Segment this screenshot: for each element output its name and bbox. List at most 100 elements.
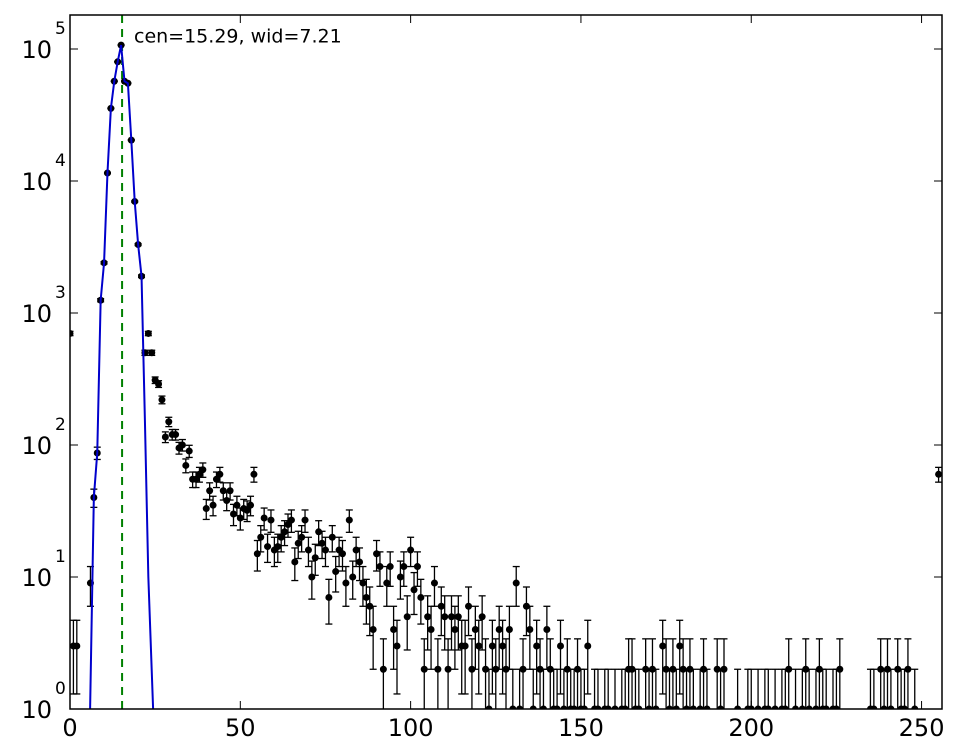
data-point bbox=[676, 642, 684, 650]
data-point bbox=[717, 705, 725, 709]
data-point bbox=[570, 705, 578, 709]
data-point bbox=[526, 626, 534, 634]
data-point bbox=[659, 642, 667, 650]
data-point bbox=[219, 487, 227, 495]
y-tick-label: 10 bbox=[21, 36, 52, 64]
data-point bbox=[342, 579, 350, 587]
y-tick-label: 10 bbox=[21, 696, 52, 724]
data-point bbox=[666, 705, 673, 709]
data-point bbox=[434, 665, 442, 673]
data-point bbox=[332, 568, 340, 576]
data-point bbox=[403, 613, 411, 621]
data-point bbox=[383, 579, 391, 587]
data-point bbox=[560, 705, 568, 709]
data-point bbox=[172, 431, 180, 439]
y-tick-label: 10 bbox=[21, 300, 52, 328]
data-point bbox=[734, 705, 742, 709]
data-point bbox=[369, 626, 377, 634]
data-point bbox=[465, 602, 473, 610]
data-point bbox=[652, 705, 660, 709]
data-point bbox=[495, 626, 503, 634]
plot-area bbox=[70, 15, 942, 709]
y-tick-label: 10 bbox=[21, 432, 52, 460]
data-point bbox=[161, 433, 169, 441]
data-point bbox=[533, 642, 541, 650]
data-point bbox=[880, 705, 888, 709]
x-tick-label: 0 bbox=[62, 714, 77, 742]
data-point bbox=[553, 705, 561, 709]
annotation: cen=15.29, wid=7.21 bbox=[134, 26, 342, 48]
data-point bbox=[264, 543, 272, 551]
data-point bbox=[158, 396, 166, 404]
data-point bbox=[155, 380, 163, 388]
x-tick-label: 250 bbox=[899, 714, 945, 742]
data-point bbox=[580, 705, 588, 709]
data-point bbox=[356, 558, 364, 566]
data-point bbox=[70, 329, 74, 337]
data-point bbox=[512, 579, 520, 587]
data-point bbox=[274, 543, 282, 551]
x-tick-label: 200 bbox=[728, 714, 774, 742]
data-point bbox=[386, 563, 394, 571]
data-point bbox=[277, 533, 285, 541]
data-point bbox=[339, 550, 346, 558]
data-point bbox=[754, 705, 762, 709]
x-tick-label: 150 bbox=[558, 714, 604, 742]
data-point bbox=[212, 475, 220, 483]
data-point bbox=[192, 475, 200, 483]
data-point bbox=[73, 642, 81, 650]
data-point bbox=[441, 613, 449, 621]
y-tick-exponent: 5 bbox=[55, 19, 66, 39]
data-point bbox=[454, 613, 462, 621]
data-point bbox=[696, 705, 704, 709]
data-point bbox=[308, 573, 316, 581]
data-point bbox=[635, 705, 643, 709]
data-point bbox=[250, 470, 258, 478]
data-point bbox=[301, 516, 309, 524]
data-point bbox=[836, 665, 844, 673]
data-point bbox=[451, 626, 459, 634]
data-point bbox=[771, 705, 779, 709]
data-point bbox=[400, 563, 408, 571]
fit-line bbox=[89, 44, 155, 709]
data-point bbox=[901, 705, 909, 709]
data-point bbox=[287, 516, 295, 524]
data-point bbox=[822, 705, 830, 709]
y-tick-exponent: 0 bbox=[55, 679, 66, 699]
data-point bbox=[328, 533, 336, 541]
data-point bbox=[182, 461, 190, 469]
y-tick-label: 10 bbox=[21, 564, 52, 592]
data-point bbox=[911, 705, 919, 709]
data-point bbox=[689, 705, 697, 709]
data-point bbox=[812, 705, 820, 709]
data-point bbox=[935, 470, 942, 478]
data-point bbox=[304, 546, 312, 554]
data-point bbox=[904, 665, 912, 673]
data-point bbox=[247, 501, 255, 509]
data-point bbox=[410, 586, 418, 594]
y-tick-exponent: 3 bbox=[55, 283, 66, 303]
data-point bbox=[478, 613, 486, 621]
y-tick-label: 10 bbox=[21, 168, 52, 196]
data-point bbox=[379, 665, 387, 673]
data-point bbox=[720, 665, 728, 673]
data-point bbox=[887, 705, 895, 709]
data-point bbox=[325, 593, 333, 601]
data-point bbox=[294, 539, 302, 547]
data-point bbox=[321, 546, 329, 554]
data-point bbox=[604, 705, 612, 709]
data-point bbox=[267, 516, 275, 524]
data-point bbox=[318, 539, 326, 547]
data-point bbox=[427, 626, 435, 634]
data-point bbox=[226, 487, 234, 495]
data-point bbox=[764, 705, 772, 709]
data-point bbox=[407, 546, 415, 554]
data-point bbox=[798, 705, 806, 709]
y-tick-exponent: 2 bbox=[55, 415, 66, 435]
data-point bbox=[870, 705, 878, 709]
data-point bbox=[594, 705, 602, 709]
data-point bbox=[376, 563, 384, 571]
data-point bbox=[185, 447, 193, 455]
data-point bbox=[243, 506, 251, 514]
